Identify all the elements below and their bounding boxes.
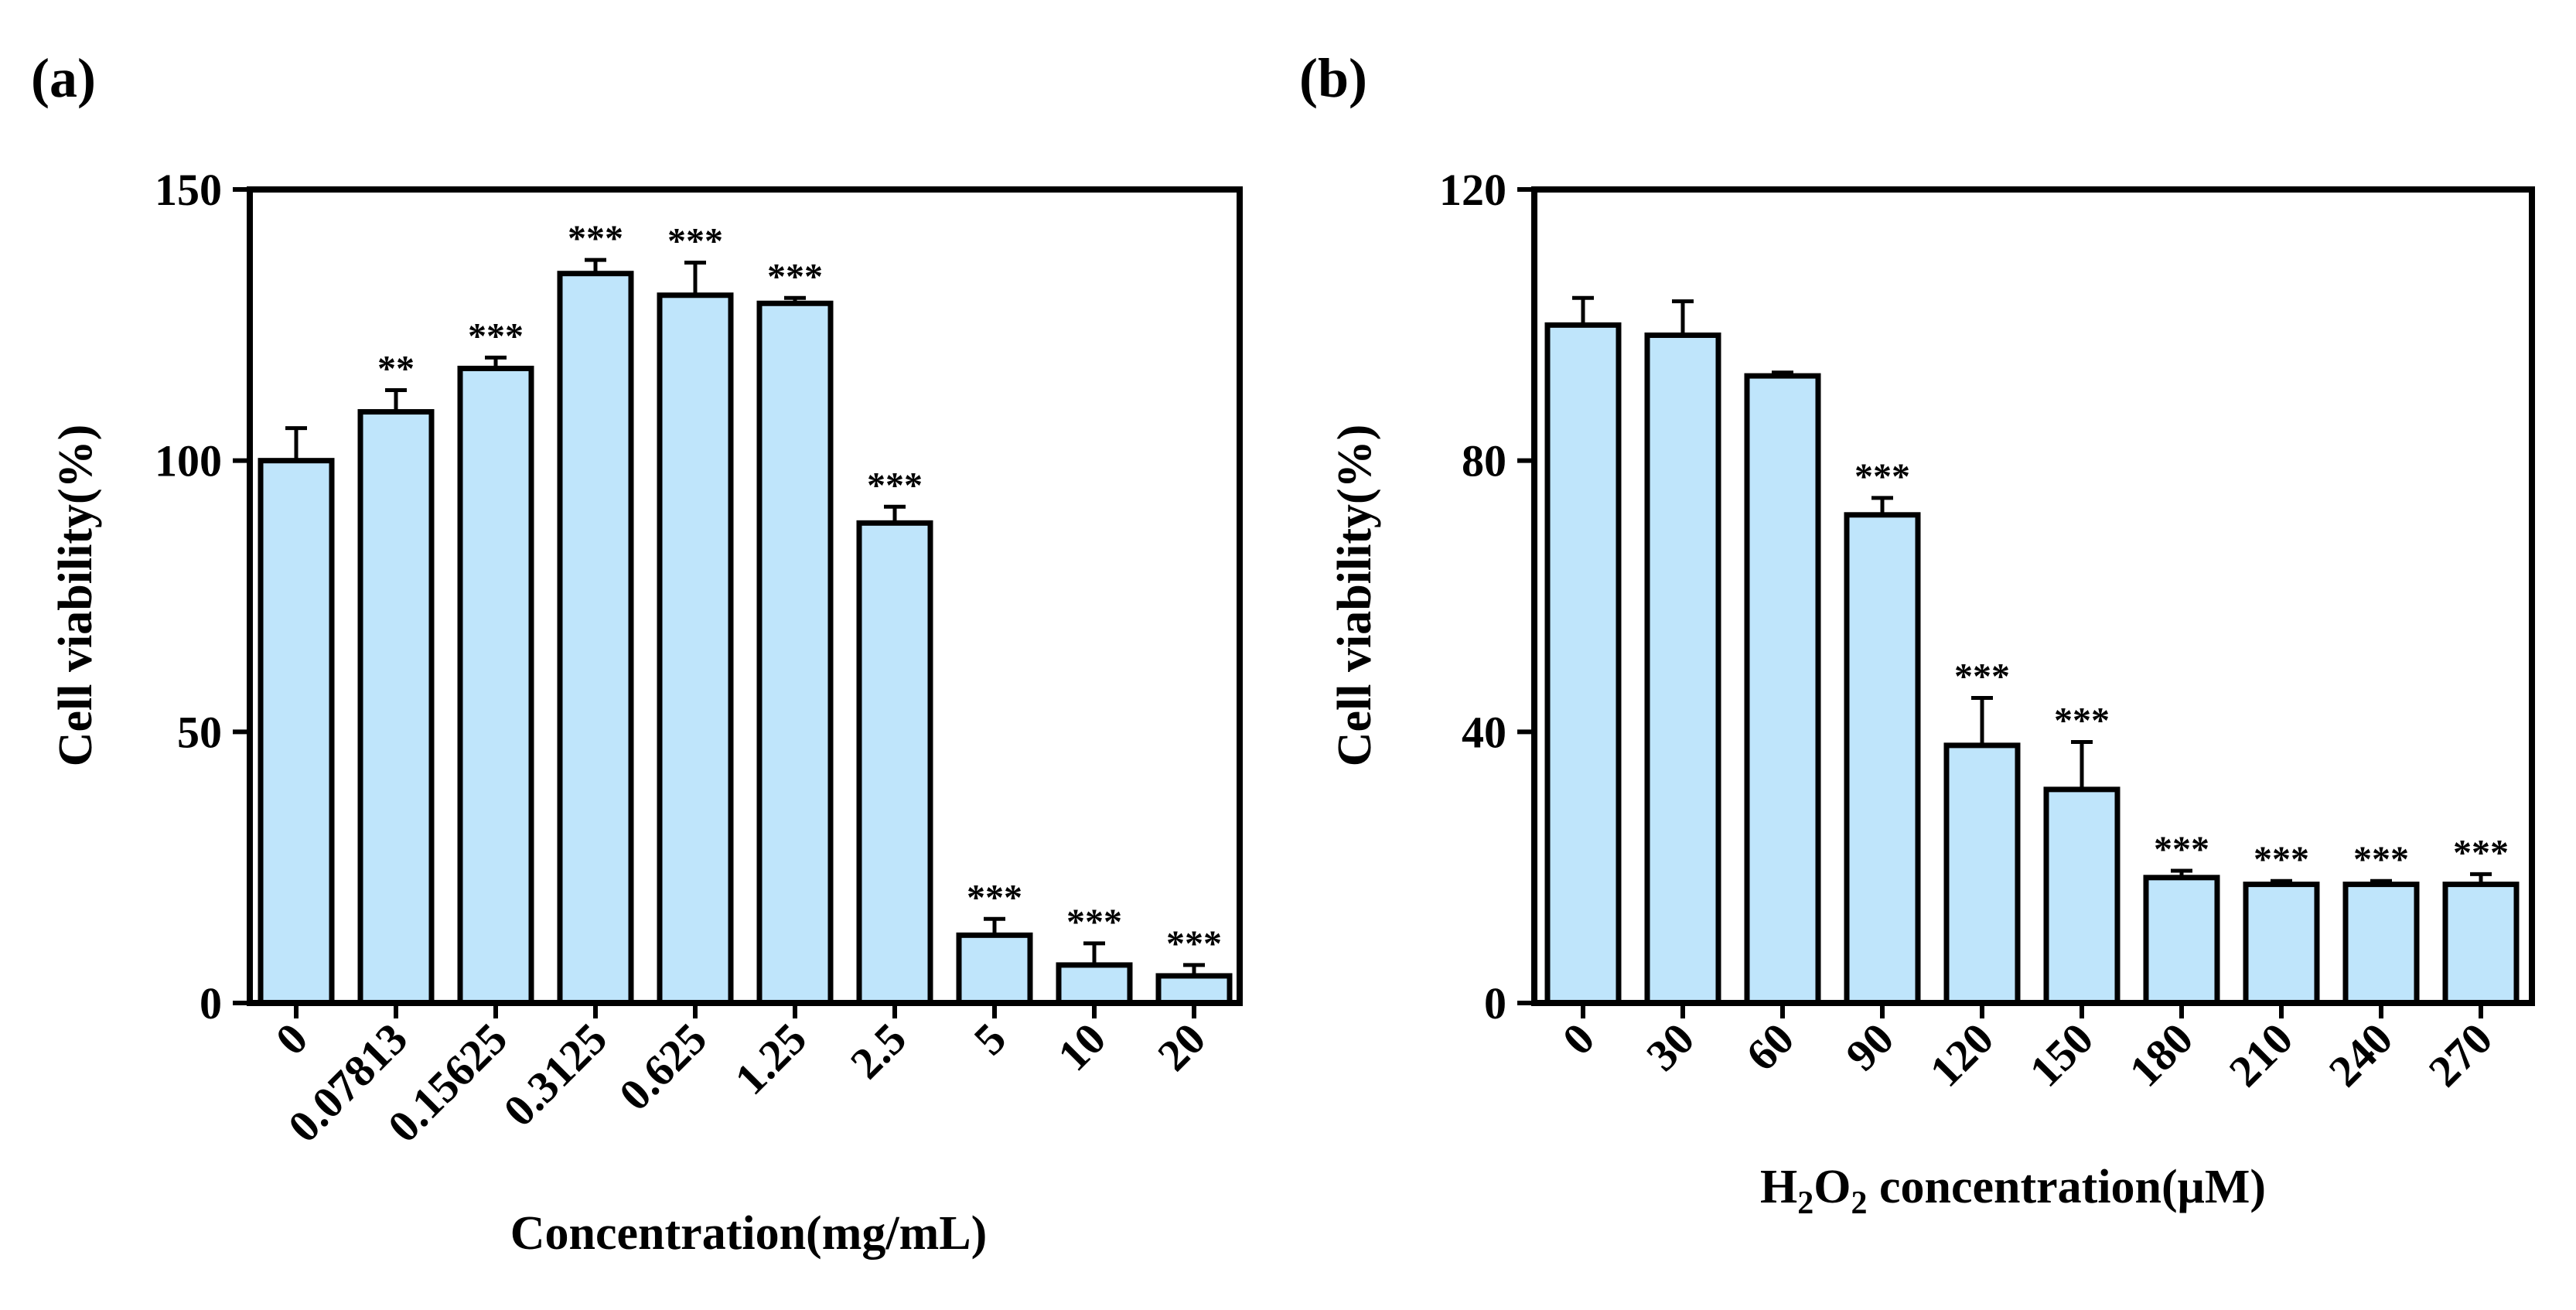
significance-mark: ***: [667, 221, 723, 262]
bar-1.25: [756, 300, 834, 1006]
bar-2.5: [856, 520, 933, 1006]
x-tick-label: 180: [2120, 1013, 2202, 1096]
x-tick-label: 150: [2020, 1013, 2103, 1096]
chart-a: (a) Cell viability(%) Concentration(mg/m…: [31, 47, 1243, 1260]
bar-0: [1544, 322, 1622, 1006]
x-tick-label: 240: [2319, 1013, 2402, 1096]
x-tick-label: 90: [1836, 1013, 1903, 1080]
x-axis-title-b-sub2: 2: [1851, 1185, 1867, 1221]
bar-240: [2342, 882, 2420, 1006]
significance-mark: ***: [2254, 839, 2309, 880]
significance-mark: ***: [2154, 829, 2209, 870]
axes-frame-a: [247, 186, 1243, 1006]
panel-label-a: (a): [31, 47, 96, 109]
x-axis-title-b-rest: concentration(μM): [1867, 1161, 2266, 1213]
x-tick-label: 0.625: [609, 1013, 716, 1120]
x-tick-label: 210: [2219, 1013, 2302, 1096]
x-axis-title-a: Concentration(mg/mL): [510, 1207, 987, 1260]
x-axis-title-b-sub1: 2: [1797, 1185, 1813, 1221]
bar-180: [2143, 875, 2220, 1006]
significance-mark: ***: [2453, 832, 2509, 873]
y-tick-label: 40: [1462, 707, 1506, 757]
y-tick-label: 0: [200, 978, 222, 1029]
x-tick-label: 10: [1048, 1013, 1115, 1080]
x-axis-title-b: H2O2 concentration(μM): [1760, 1161, 2266, 1221]
bar-30: [1644, 332, 1721, 1006]
x-tick-label: 270: [2419, 1013, 2502, 1096]
significance-mark: ***: [2353, 839, 2409, 880]
significance-mark: ***: [2054, 700, 2110, 741]
bar-5: [956, 932, 1033, 1006]
significance-mark: ***: [1954, 657, 2010, 698]
significance-mark: **: [377, 348, 415, 389]
x-tick-label: 30: [1636, 1013, 1704, 1080]
significance-mark: ***: [468, 316, 524, 356]
bar-120: [1943, 742, 2021, 1006]
x-tick-label: 1.25: [725, 1013, 816, 1104]
chart-b: (b) Cell viability(%) H2O2 concentration…: [1299, 47, 2535, 1221]
x-tick-label: 0: [266, 1013, 317, 1064]
bar-210: [2243, 882, 2320, 1006]
y-tick-label: 100: [155, 436, 222, 486]
bar-0.15625: [457, 365, 534, 1006]
significance-mark: ***: [1166, 923, 1222, 964]
bar-90: [1844, 512, 1921, 1006]
x-tick-label: 20: [1148, 1013, 1215, 1080]
significance-mark: ***: [767, 256, 823, 297]
x-tick-label: 0.3125: [493, 1013, 616, 1136]
y-tick-label: 80: [1462, 436, 1506, 486]
bar-0.625: [657, 292, 734, 1006]
y-tick-label: 0: [1484, 978, 1506, 1029]
y-tick-label: 120: [1439, 165, 1506, 215]
significance-mark: ***: [1854, 456, 1910, 497]
panel-label-b: (b): [1299, 47, 1367, 109]
significance-mark: ***: [568, 218, 623, 259]
significance-mark: ***: [967, 877, 1022, 918]
x-axis-title-b-o: O: [1813, 1161, 1851, 1213]
bar-0.07813: [357, 409, 435, 1006]
bar-0: [258, 458, 335, 1006]
bar-10: [1056, 962, 1133, 1006]
significance-mark: ***: [867, 465, 923, 506]
x-axis-title-b-h: H: [1760, 1161, 1797, 1213]
axes-frame-b: [1531, 186, 2535, 1006]
x-tick-label: 120: [1920, 1013, 2003, 1096]
y-axis-title-b: Cell viability(%): [1329, 425, 1381, 767]
x-tick-label: 60: [1736, 1013, 1803, 1080]
bar-0.3125: [557, 271, 634, 1006]
x-tick-label: 0: [1553, 1013, 1604, 1064]
y-tick-label: 150: [155, 165, 222, 215]
significance-mark: ***: [1066, 902, 1122, 943]
y-axis-title-a: Cell viability(%): [49, 425, 102, 767]
x-tick-label: 2.5: [841, 1013, 916, 1088]
bar-60: [1744, 373, 1821, 1006]
plot-area-b: 0 40 80 120 0 30 60 *** 90 *** 120 *** 150 *** 180 *** 2…: [1439, 165, 2520, 1097]
bar-270: [2442, 882, 2520, 1006]
x-tick-label: 5: [964, 1013, 1015, 1064]
bar-150: [2043, 786, 2121, 1006]
y-tick-label: 50: [177, 707, 222, 757]
bar-20: [1155, 973, 1233, 1006]
